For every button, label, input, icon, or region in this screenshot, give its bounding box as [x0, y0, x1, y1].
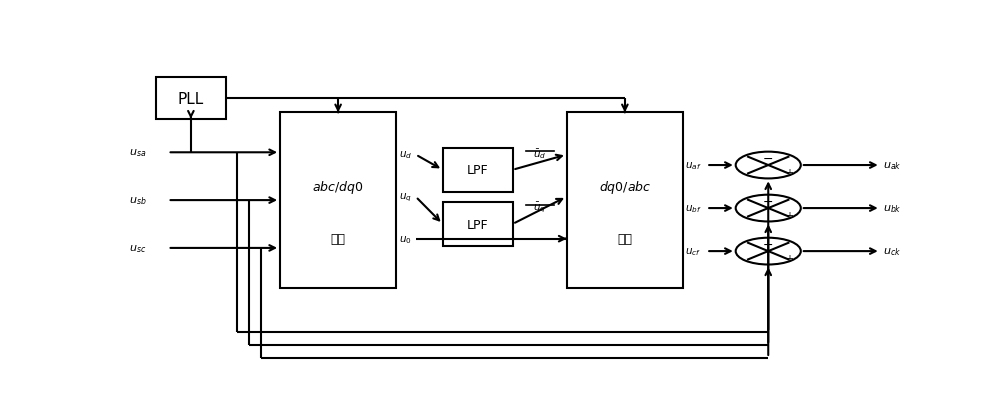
Text: $u_{sb}$: $u_{sb}$ [129, 195, 147, 206]
Text: 变换: 变换 [617, 233, 632, 246]
Text: +: + [785, 211, 793, 221]
Text: $u_{sc}$: $u_{sc}$ [129, 242, 146, 254]
Text: −: − [763, 152, 774, 166]
Text: $u_{cf}$: $u_{cf}$ [685, 246, 701, 257]
Text: LPF: LPF [467, 164, 488, 177]
Text: $u_d$: $u_d$ [399, 149, 412, 161]
Bar [443, 148, 512, 192]
Text: $u_q$: $u_q$ [399, 191, 411, 203]
Text: 变换: 变换 [331, 233, 346, 246]
Text: $\bar{u}_q$: $\bar{u}_q$ [533, 200, 546, 215]
Bar [443, 202, 512, 247]
Text: $u_{af}$: $u_{af}$ [685, 160, 702, 171]
Text: LPF: LPF [467, 218, 488, 231]
Text: $u_{ak}$: $u_{ak}$ [883, 160, 902, 171]
Text: $abc/dq0$: $abc/dq0$ [312, 178, 364, 195]
Bar [280, 113, 396, 288]
Text: +: + [785, 254, 793, 264]
Text: $u_{bk}$: $u_{bk}$ [883, 203, 902, 214]
Bar [156, 78, 226, 119]
Text: +: + [785, 168, 793, 178]
Text: $u_{bf}$: $u_{bf}$ [685, 203, 702, 214]
Text: −: − [763, 238, 774, 251]
Text: $u_0$: $u_0$ [399, 233, 411, 245]
Text: $dq0/abc$: $dq0/abc$ [599, 178, 651, 195]
Text: $u_{sa}$: $u_{sa}$ [129, 147, 146, 159]
Text: $u_{ck}$: $u_{ck}$ [883, 246, 901, 257]
Text: −: − [763, 195, 774, 209]
Text: PLL: PLL [178, 91, 204, 106]
Bar [567, 113, 683, 288]
Text: $\bar{u}_d$: $\bar{u}_d$ [533, 147, 546, 161]
